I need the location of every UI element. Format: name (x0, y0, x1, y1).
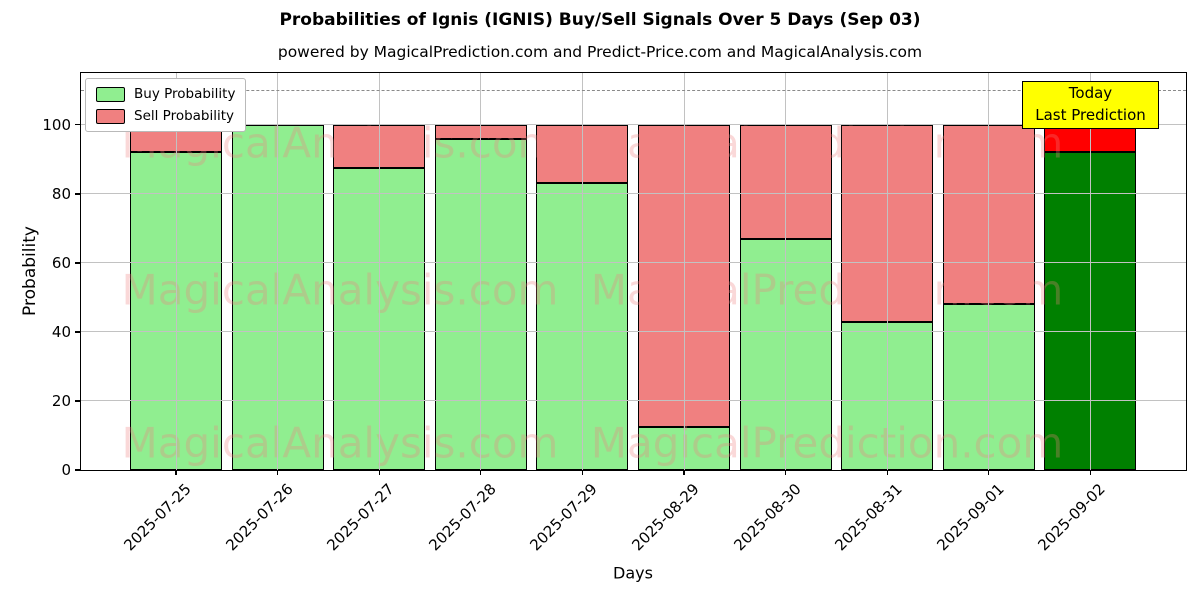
bar-segment-sell (942, 124, 1035, 305)
x-tick (480, 470, 482, 475)
x-tick (581, 470, 584, 475)
bar-segment-buy (841, 321, 934, 470)
legend-item-buy: Buy Probability (96, 86, 235, 102)
legend-item-sell: Sell Probability (96, 108, 235, 124)
x-tick (175, 470, 177, 475)
bar-segment-buy (231, 124, 324, 470)
x-tick-label: 2025-08-29 (628, 480, 703, 555)
y-tick (75, 193, 81, 195)
today-annotation: Today Last Prediction (1022, 81, 1159, 129)
y-tick (75, 262, 81, 264)
sell-swatch-icon (96, 108, 125, 124)
x-tick (378, 470, 380, 475)
plot-area: Buy Probability Sell Probability Today L… (42, 72, 1187, 554)
x-tick (683, 470, 685, 475)
x-tick (784, 470, 787, 475)
bar-segment-sell (333, 124, 426, 168)
bar-segment-buy (130, 152, 222, 470)
bar-segment-buy (942, 304, 1035, 470)
legend-label-buy: Buy Probability (134, 86, 236, 102)
buy-swatch-icon (96, 86, 125, 102)
y-tick (75, 331, 81, 333)
x-tick-label: 2025-09-01 (933, 480, 1008, 555)
bar-segment-buy (536, 183, 629, 470)
x-tick (1089, 470, 1092, 475)
bar-segment-sell (739, 124, 832, 239)
x-tick-label: 2025-09-02 (1034, 480, 1110, 555)
y-tick-label: 40 (51, 322, 71, 341)
bar-segment-buy (434, 138, 527, 470)
x-axis-label: Days (613, 563, 653, 583)
chart-subtitle: powered by MagicalPrediction.com and Pre… (277, 43, 923, 61)
y-tick (75, 400, 81, 402)
x-tick-label: 2025-07-26 (221, 480, 297, 555)
bar-segment-sell (434, 124, 527, 139)
bar-segment-sell (536, 124, 629, 184)
y-tick-label: 20 (51, 391, 71, 410)
bar-segment-buy (333, 167, 426, 470)
y-tick (75, 124, 81, 126)
bar-segment-sell (841, 124, 934, 322)
legend-label-sell: Sell Probability (134, 108, 235, 124)
chart-title: Probabilities of Ignis (IGNIS) Buy/Sell … (279, 10, 921, 30)
x-tick-label: 2025-08-30 (729, 480, 805, 555)
annotation-line-2: Last Prediction (1035, 106, 1146, 124)
dashed-guide-line (81, 90, 1186, 92)
bar-segment-sell (638, 124, 730, 427)
bar-segment-buy (1044, 152, 1137, 470)
annotation-line-1: Today (1068, 84, 1113, 103)
x-tick (988, 470, 990, 475)
y-tick-label: 100 (42, 115, 71, 134)
bar-segment-buy (638, 426, 730, 470)
y-tick (75, 469, 81, 471)
x-tick (886, 470, 888, 475)
legend: Buy Probability Sell Probability (85, 78, 247, 132)
x-tick-label: 2025-08-31 (831, 480, 906, 555)
x-tick (276, 470, 279, 475)
y-tick-label: 0 (61, 461, 71, 479)
y-tick-label: 60 (51, 253, 71, 272)
y-axis-label: Probability (20, 226, 40, 316)
x-tick-label: 2025-07-27 (323, 480, 398, 555)
x-tick-label: 2025-07-25 (120, 480, 195, 555)
x-tick-label: 2025-07-28 (425, 480, 500, 555)
y-tick-label: 80 (51, 184, 71, 203)
x-tick-label: 2025-07-29 (526, 480, 602, 555)
bar-segment-buy (739, 238, 832, 470)
